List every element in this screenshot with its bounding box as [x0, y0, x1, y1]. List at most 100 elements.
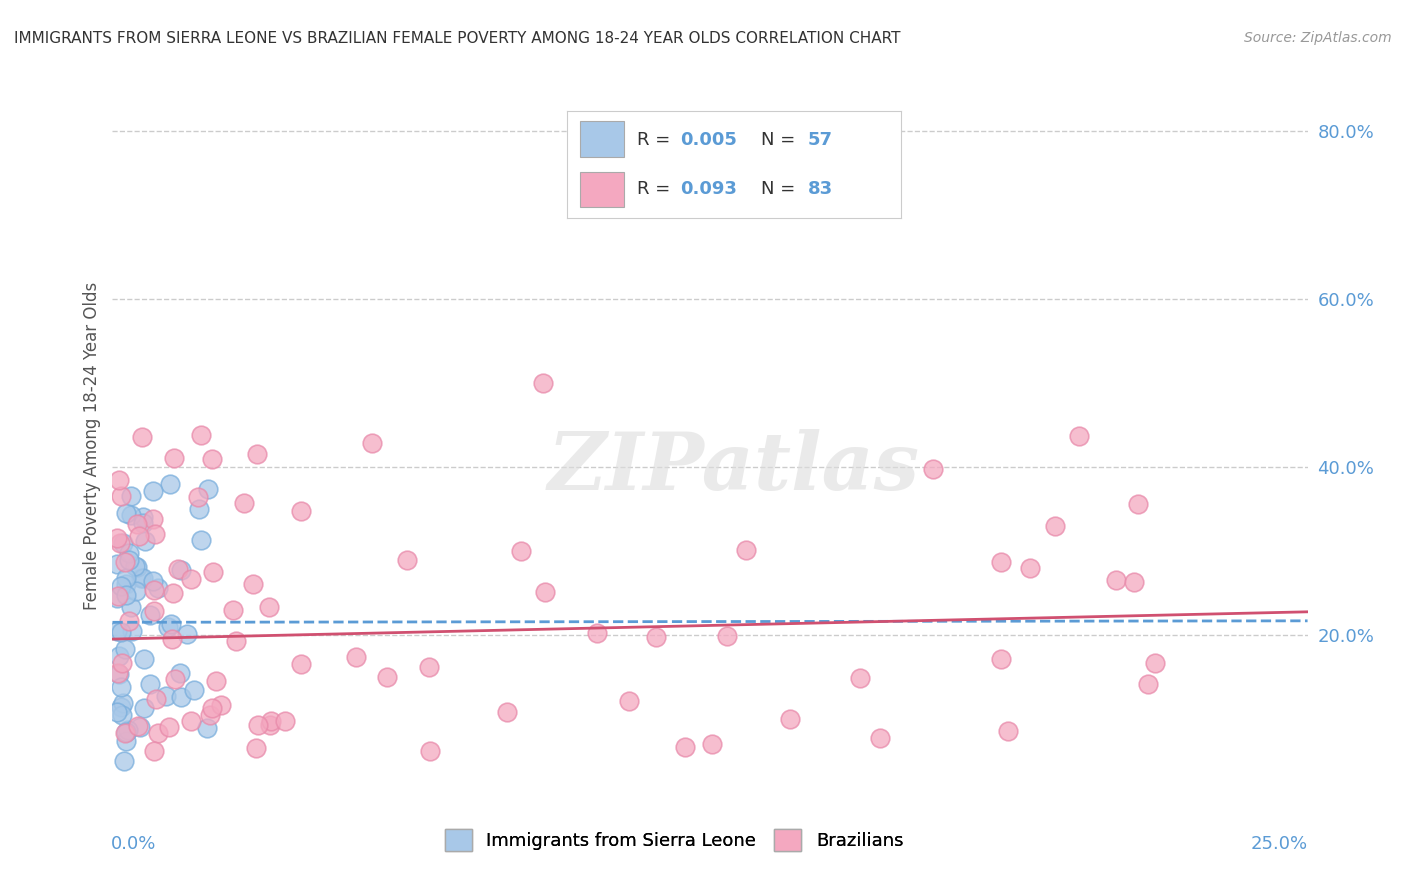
Point — [121, 624, 143, 639]
Point — [142, 484, 165, 499]
Point — [1019, 560, 1042, 574]
Point — [716, 629, 738, 643]
Point — [619, 694, 641, 708]
Point — [138, 608, 160, 623]
Point — [118, 553, 141, 567]
Text: 25.0%: 25.0% — [1250, 835, 1308, 853]
Point — [110, 625, 132, 640]
Point — [232, 496, 254, 510]
Point — [162, 632, 184, 646]
Point — [170, 563, 193, 577]
Point — [115, 506, 138, 520]
Point — [129, 572, 152, 586]
Point — [105, 531, 128, 545]
Point — [114, 588, 136, 602]
Point — [201, 565, 224, 579]
Point — [110, 579, 132, 593]
Point — [344, 649, 367, 664]
Point — [419, 743, 441, 757]
Point — [418, 660, 440, 674]
Point — [107, 666, 129, 681]
Point — [132, 516, 155, 531]
Point — [156, 619, 179, 633]
Point — [165, 672, 187, 686]
Point — [124, 558, 146, 573]
Point — [190, 533, 212, 547]
Point — [586, 626, 609, 640]
Point — [159, 476, 181, 491]
Point — [127, 719, 149, 733]
Point — [190, 427, 212, 442]
Point — [205, 673, 228, 688]
Text: Source: ZipAtlas.com: Source: ZipAtlas.com — [1244, 31, 1392, 45]
Point — [110, 699, 132, 714]
Point — [125, 560, 148, 574]
Point — [201, 701, 224, 715]
Point — [290, 503, 312, 517]
Point — [997, 723, 1019, 738]
Point — [531, 376, 554, 390]
Point — [143, 744, 166, 758]
Point — [138, 676, 160, 690]
Bar — [581, 121, 623, 157]
Point — [700, 737, 723, 751]
Point — [187, 502, 209, 516]
Point — [114, 734, 136, 748]
Point — [142, 512, 165, 526]
Point — [842, 191, 865, 205]
Text: 0.0%: 0.0% — [111, 835, 156, 853]
Point — [242, 577, 264, 591]
Point — [160, 616, 183, 631]
Point — [142, 574, 165, 588]
Point — [1105, 574, 1128, 588]
Point — [111, 707, 134, 722]
Point — [162, 585, 184, 599]
Point — [112, 536, 135, 550]
Point — [145, 691, 167, 706]
Point — [134, 534, 156, 549]
Point — [180, 714, 202, 728]
Text: R =: R = — [637, 180, 676, 198]
Point — [245, 447, 267, 461]
Point — [110, 680, 132, 694]
Point — [125, 517, 148, 532]
Point — [146, 581, 169, 595]
Text: 57: 57 — [807, 130, 832, 148]
Point — [509, 543, 531, 558]
Point — [922, 462, 945, 476]
Point — [361, 435, 384, 450]
Point — [245, 740, 267, 755]
Point — [495, 705, 517, 719]
Point — [132, 700, 155, 714]
Point — [734, 543, 756, 558]
Point — [120, 600, 142, 615]
Point — [131, 430, 153, 444]
Point — [198, 708, 221, 723]
Point — [118, 614, 141, 628]
Text: ZIPatlas: ZIPatlas — [548, 429, 920, 506]
Point — [1043, 518, 1066, 533]
Point — [197, 483, 219, 497]
Point — [1137, 677, 1160, 691]
Point — [1067, 428, 1090, 442]
Point — [1123, 575, 1146, 590]
Point — [111, 656, 134, 670]
Point — [375, 670, 398, 684]
Point — [176, 626, 198, 640]
Text: N =: N = — [761, 180, 800, 198]
Point — [143, 604, 166, 618]
Point — [1143, 656, 1166, 670]
Point — [225, 633, 247, 648]
Point — [187, 491, 209, 505]
Point — [534, 585, 557, 599]
Point — [107, 589, 129, 603]
Text: R =: R = — [637, 130, 676, 148]
Point — [114, 726, 136, 740]
Legend: Immigrants from Sierra Leone, Brazilians: Immigrants from Sierra Leone, Brazilians — [437, 822, 911, 858]
Point — [114, 642, 136, 657]
Point — [112, 754, 135, 768]
Point — [869, 731, 891, 745]
Point — [209, 698, 232, 712]
Point — [222, 602, 245, 616]
Point — [990, 652, 1012, 666]
